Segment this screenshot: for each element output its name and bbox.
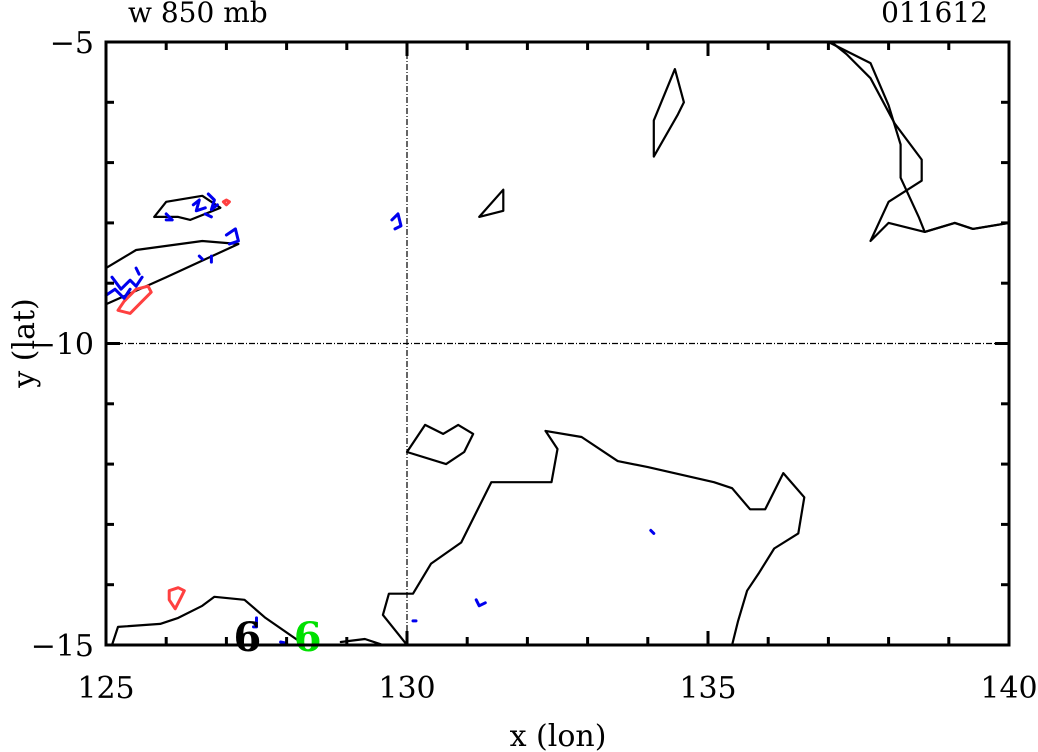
- contour-line: [405, 423, 475, 466]
- contour-line: [649, 528, 656, 535]
- contour-line: [652, 67, 686, 158]
- contour-marker-label: 6: [234, 614, 262, 661]
- contour-line: [104, 239, 240, 306]
- x-tick-labels: 125 130 135 140: [77, 671, 1037, 706]
- contour-marker-label: 6: [294, 614, 322, 661]
- contour-line: [474, 598, 487, 608]
- chart-title-left: w 850 mb: [128, 0, 268, 29]
- chart-title-right: 011612: [881, 0, 988, 29]
- x-tick-label: 130: [378, 671, 435, 706]
- contour-line: [167, 586, 186, 611]
- contour-line: [134, 266, 141, 276]
- y-tick-label: −15: [31, 629, 94, 664]
- x-tick-label: 140: [980, 671, 1037, 706]
- x-tick-label: 135: [679, 671, 736, 706]
- x-axis-label: x (lon): [510, 719, 607, 752]
- contour-line: [339, 637, 384, 647]
- contour-line: [197, 254, 204, 261]
- contour-line: [224, 227, 240, 246]
- contour-line: [164, 212, 174, 222]
- contour-line: [478, 188, 505, 218]
- contour-line: [827, 40, 1011, 233]
- contour-line: [191, 198, 207, 213]
- reference-lines: [106, 42, 1009, 645]
- x-tick-label: 125: [77, 671, 134, 706]
- contour-line: [830, 40, 1011, 243]
- contour-line: [110, 595, 306, 647]
- contour-line: [206, 192, 219, 212]
- contour-line: [252, 616, 258, 629]
- y-tick-label: −10: [31, 328, 94, 363]
- contour-line: [116, 284, 153, 315]
- contour-line: [104, 287, 132, 300]
- y-axis-label: y (lat): [7, 298, 42, 388]
- y-tick-labels: −5 −10 −15: [31, 26, 94, 664]
- contour-line: [221, 198, 231, 207]
- contour-line: [203, 212, 213, 219]
- contour-line: [381, 429, 806, 647]
- contour-line: [110, 275, 144, 291]
- contour-lines: [104, 40, 1011, 647]
- contour-line: [390, 212, 403, 231]
- axis-ticks: [104, 40, 1011, 647]
- y-tick-label: −5: [50, 26, 94, 61]
- contour-line: [153, 194, 222, 221]
